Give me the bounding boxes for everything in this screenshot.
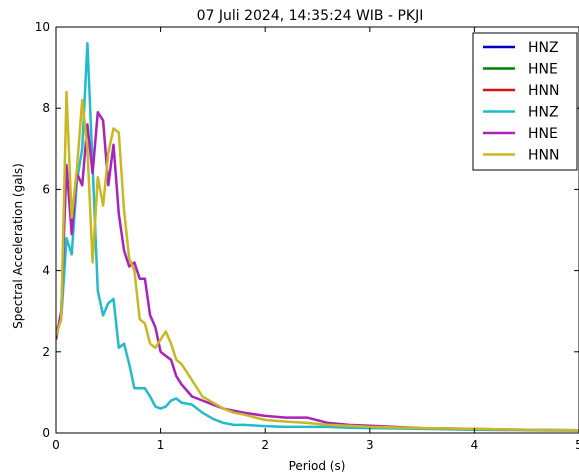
x-tick-label: 0 — [52, 438, 60, 452]
x-tick-label: 2 — [261, 438, 269, 452]
legend-label-hne-1: HNE — [528, 62, 558, 78]
x-axis-label: Period (s) — [289, 459, 346, 473]
legend-label-hne-4: HNE — [528, 126, 558, 142]
y-tick-label: 8 — [42, 101, 50, 115]
y-tick-label: 6 — [42, 182, 50, 196]
x-tick-label: 3 — [366, 438, 374, 452]
series-line-hne-4 — [56, 111, 579, 432]
legend-label-hnz-3: HNZ — [528, 105, 559, 121]
legend-box — [472, 32, 578, 171]
series-line-hnn-5 — [56, 90, 579, 432]
y-axis-label: Spectral Acceleration (gals) — [11, 163, 25, 329]
series-lines — [56, 41, 579, 432]
series-line-hnz-3 — [56, 41, 579, 432]
y-tick-label: 4 — [42, 264, 50, 278]
x-tick-label: 5 — [575, 438, 579, 452]
y-tick-label: 0 — [42, 426, 50, 440]
y-tick-label: 2 — [42, 345, 50, 359]
legend-label-hnn-2: HNN — [528, 83, 559, 99]
legend-label-hnz-0: HNZ — [528, 40, 559, 56]
plot-frame — [55, 26, 579, 434]
chart-title: 07 Juli 2024, 14:35:24 WIB - PKJI — [197, 8, 424, 24]
x-tick-label: 1 — [157, 438, 165, 452]
legend-label-hnn-5: HNN — [528, 148, 559, 164]
legend: HNZ HNE HNN HNZ HNE HNN — [472, 32, 578, 171]
x-tick-label: 4 — [471, 438, 479, 452]
y-tick-label: 10 — [35, 20, 50, 34]
plot-area: 0 1 2 3 4 5 0 2 4 6 8 10 — [35, 20, 579, 452]
